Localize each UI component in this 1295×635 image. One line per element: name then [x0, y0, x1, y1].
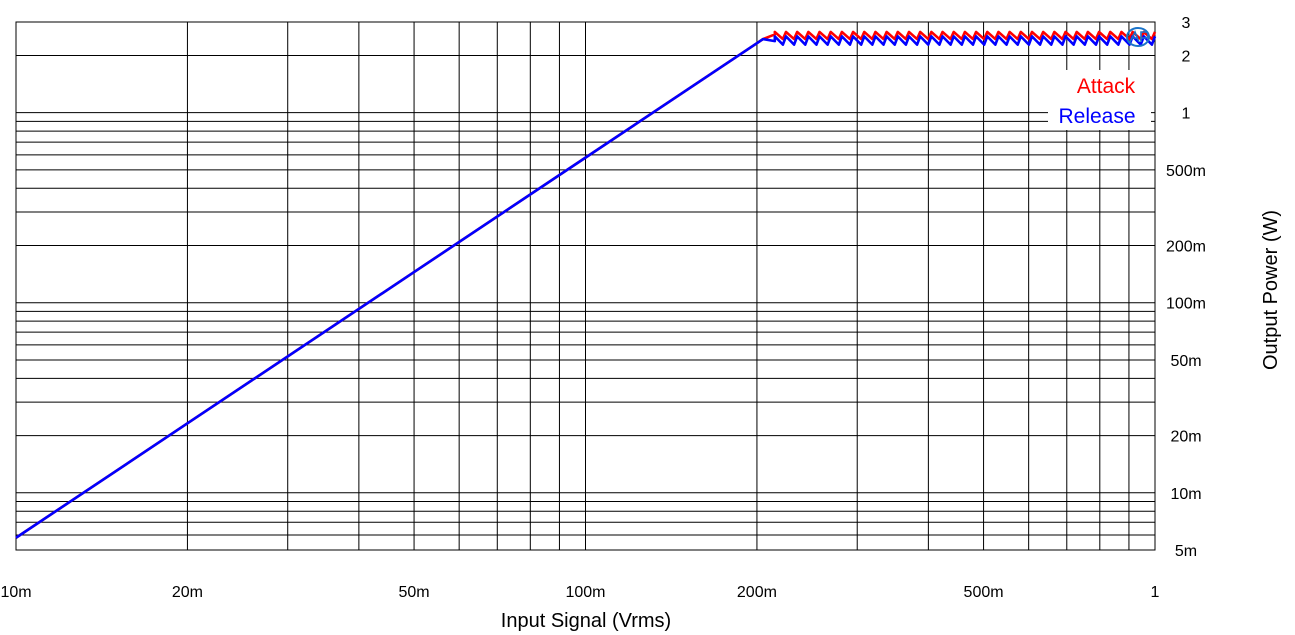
x-tick-label: 10m	[0, 584, 31, 601]
y-tick-label: 1	[1182, 106, 1191, 123]
y-tick-label: 20m	[1170, 429, 1201, 446]
legend-entry-attack: Attack	[1077, 75, 1136, 98]
y-tick-label: 100m	[1166, 296, 1206, 313]
y-tick-label: 2	[1182, 48, 1191, 65]
y-tick-label: 200m	[1166, 239, 1206, 256]
series-line-attack	[15, 30, 1157, 539]
ap-logo-icon	[1126, 27, 1150, 47]
legend: Attack Release	[1048, 70, 1151, 130]
y-tick-labels: 3 2 1 500m 200m 100m 50m 20m 10m 5m	[1166, 15, 1206, 560]
legend-entry-release: Release	[1058, 105, 1135, 128]
plot-border	[15, 21, 1156, 551]
grid	[15, 21, 1156, 551]
y-tick-label: 3	[1182, 15, 1191, 32]
x-tick-label: 100m	[565, 584, 605, 601]
series-layer	[15, 30, 1157, 539]
x-tick-label: 1	[1151, 584, 1160, 601]
x-tick-labels: 10m 20m 50m 100m 200m 500m 1	[0, 584, 1159, 601]
series-line-release	[15, 35, 1157, 539]
legend-background	[1048, 70, 1151, 130]
x-tick-label: 500m	[964, 584, 1004, 601]
y-axis-title: Output Power (W)	[1260, 210, 1282, 370]
y-tick-label: 5m	[1175, 543, 1197, 560]
y-tick-label: 500m	[1166, 163, 1206, 180]
y-tick-label: 10m	[1170, 486, 1201, 503]
x-tick-label: 50m	[399, 584, 430, 601]
x-tick-label: 200m	[737, 584, 777, 601]
y-tick-label: 50m	[1170, 353, 1201, 370]
x-tick-label: 20m	[172, 584, 203, 601]
x-axis-title: Input Signal (Vrms)	[501, 610, 671, 632]
